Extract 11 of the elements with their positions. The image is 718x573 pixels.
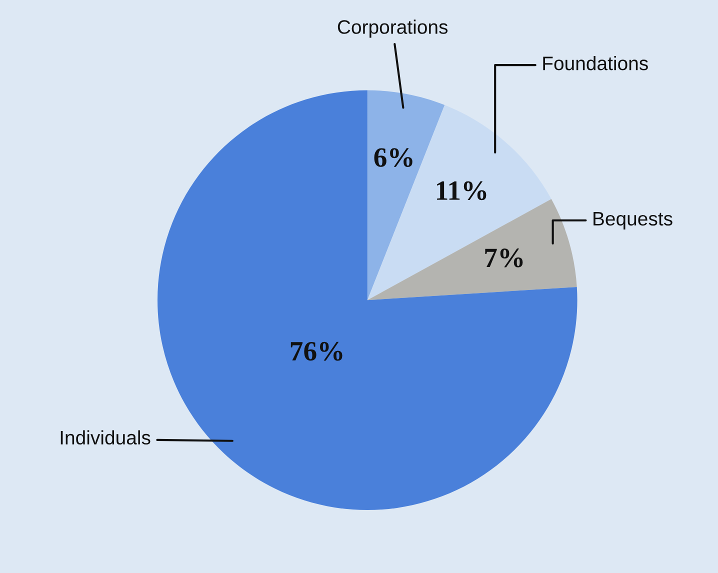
data-label: 6% [374, 148, 412, 167]
pie-slice [367, 104, 552, 300]
slice-label: Bequests [594, 212, 672, 230]
slice-label: Foundations [543, 56, 648, 70]
pie-slice [158, 90, 578, 510]
data-label: 7% [485, 248, 523, 268]
data-label: 11% [436, 181, 486, 200]
slice-label: Corporations [338, 20, 448, 38]
slice-label: Individuals [60, 430, 150, 445]
data-label: 76% [290, 342, 342, 361]
pie-slice [367, 199, 577, 300]
